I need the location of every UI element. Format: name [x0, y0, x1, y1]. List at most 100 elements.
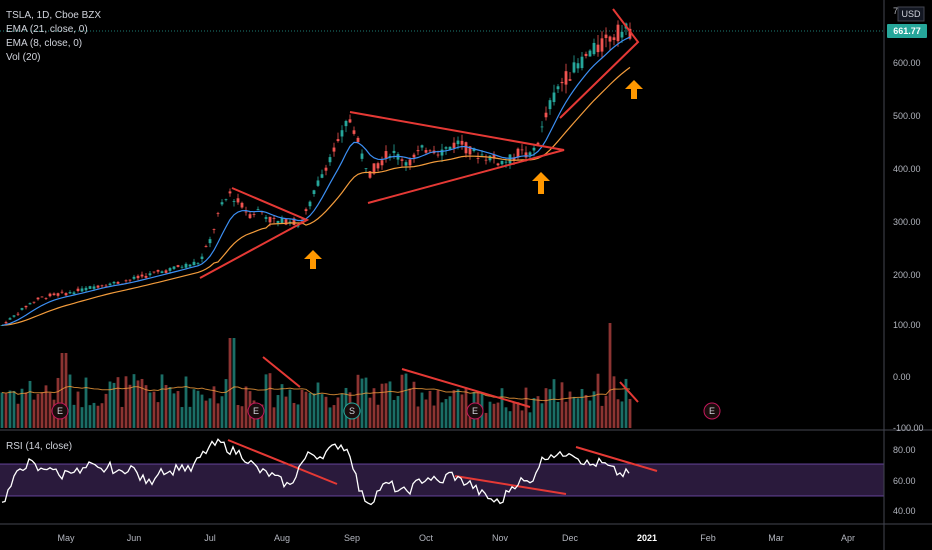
candle-body — [544, 112, 548, 118]
price-tick-label: 0.00 — [893, 372, 911, 382]
candle-body — [144, 275, 148, 278]
volume-bar — [156, 402, 160, 428]
volume-bar — [60, 353, 64, 428]
price-axis: 700600.00500.00400.00300.00200.00100.000… — [893, 6, 924, 433]
volume-bar — [216, 403, 220, 428]
volume-bar — [360, 378, 364, 428]
candle-body — [552, 92, 556, 103]
volume-bar — [428, 390, 432, 428]
candle-body — [72, 292, 76, 294]
candle-body — [620, 31, 624, 38]
volume-bar — [100, 403, 104, 428]
earnings-marker[interactable]: S — [343, 402, 361, 420]
volume-bar — [464, 387, 468, 428]
volume-bar — [0, 392, 4, 428]
candle-body — [132, 276, 136, 279]
earnings-marker[interactable]: E — [247, 402, 265, 420]
volume-bar — [64, 353, 68, 428]
volume-bar — [316, 382, 320, 428]
volume-bar — [276, 395, 280, 428]
candle-body — [140, 274, 144, 277]
volume-bar — [68, 374, 72, 428]
legend-ema21[interactable]: EMA (21, close, 0) — [6, 24, 88, 35]
volume-bar — [604, 395, 608, 428]
earnings-marker-label: E — [253, 406, 259, 416]
earnings-marker[interactable]: E — [466, 402, 484, 420]
volume-bar — [336, 397, 340, 428]
candle-body — [584, 53, 588, 57]
candle-body — [36, 297, 40, 300]
volume-bar — [108, 381, 112, 428]
candle-body — [548, 100, 552, 110]
earnings-marker[interactable]: E — [703, 402, 721, 420]
volume-bar — [372, 388, 376, 428]
candle-body — [372, 163, 376, 174]
arrow-up-icon — [304, 250, 322, 269]
candle-body — [184, 263, 188, 268]
volume-bar — [396, 396, 400, 428]
rsi-legend[interactable]: RSI (14, close) — [6, 441, 73, 452]
time-tick-label: Jul — [204, 533, 216, 543]
rsi-band — [0, 464, 884, 496]
candle-body — [616, 24, 620, 42]
volume-bar — [616, 399, 620, 428]
candle-body — [304, 209, 308, 212]
candle-body — [68, 292, 72, 294]
candle-body — [76, 288, 80, 291]
volume-bar — [312, 393, 316, 428]
candle-body — [124, 280, 128, 282]
volume-bar — [364, 377, 368, 428]
volume-bar — [380, 383, 384, 428]
earnings-marker[interactable]: E — [51, 402, 69, 420]
volume-bar — [624, 378, 628, 428]
volume-ma-line — [1, 385, 631, 402]
earnings-marker-circle — [343, 402, 361, 420]
volume-bar — [16, 403, 20, 428]
time-axis: May Jun Jul Aug Sep Oct Nov Dec 2021 Feb Mar Apr — [57, 533, 855, 543]
volume-bar — [292, 402, 296, 428]
volume-bar — [608, 323, 612, 428]
currency-box[interactable] — [897, 6, 925, 22]
volume-bar — [520, 410, 524, 428]
volume-bar — [516, 402, 520, 428]
currency-label[interactable]: USD — [901, 9, 921, 19]
rsi-tick-label: 60.00 — [893, 476, 916, 486]
earnings-marker-circle — [703, 402, 721, 420]
volume-bar — [320, 394, 324, 428]
volume-bar — [12, 390, 16, 428]
legend-symbol[interactable]: TSLA, 1D, Cboe BZX — [6, 10, 102, 21]
volume-bar — [544, 388, 548, 428]
candle-body — [196, 262, 200, 264]
volume-bar — [384, 383, 388, 428]
candle-body — [524, 152, 528, 158]
volume-divergence-3 — [619, 381, 639, 403]
volume-bar — [600, 405, 604, 428]
candle-body — [208, 239, 212, 244]
volume-bar — [388, 381, 392, 428]
volume-bar — [400, 374, 404, 428]
time-tick-label: Aug — [274, 533, 290, 543]
candle-body — [8, 318, 12, 320]
volume-bar — [404, 373, 408, 428]
volume-bar — [228, 338, 232, 428]
candle-body — [496, 163, 500, 166]
volume-bar — [128, 384, 132, 428]
legend-ema8[interactable]: EMA (8, close, 0) — [6, 38, 83, 49]
volume-bar — [620, 401, 624, 428]
candle-body — [4, 322, 8, 324]
price-tick-label: 500.00 — [893, 111, 921, 121]
candle-body — [12, 315, 16, 317]
volume-bar — [192, 389, 196, 428]
time-tick-label: 2021 — [637, 533, 657, 543]
volume-bar — [328, 407, 332, 428]
legend-vol[interactable]: Vol (20) — [6, 52, 41, 63]
candle-body — [452, 142, 456, 149]
volume-bar — [160, 374, 164, 428]
volume-bar — [448, 396, 452, 428]
volume-bar — [508, 411, 512, 428]
volume-bar — [180, 407, 184, 428]
candle-body — [116, 282, 120, 284]
candle-body — [100, 285, 104, 287]
candle-body — [200, 256, 204, 259]
